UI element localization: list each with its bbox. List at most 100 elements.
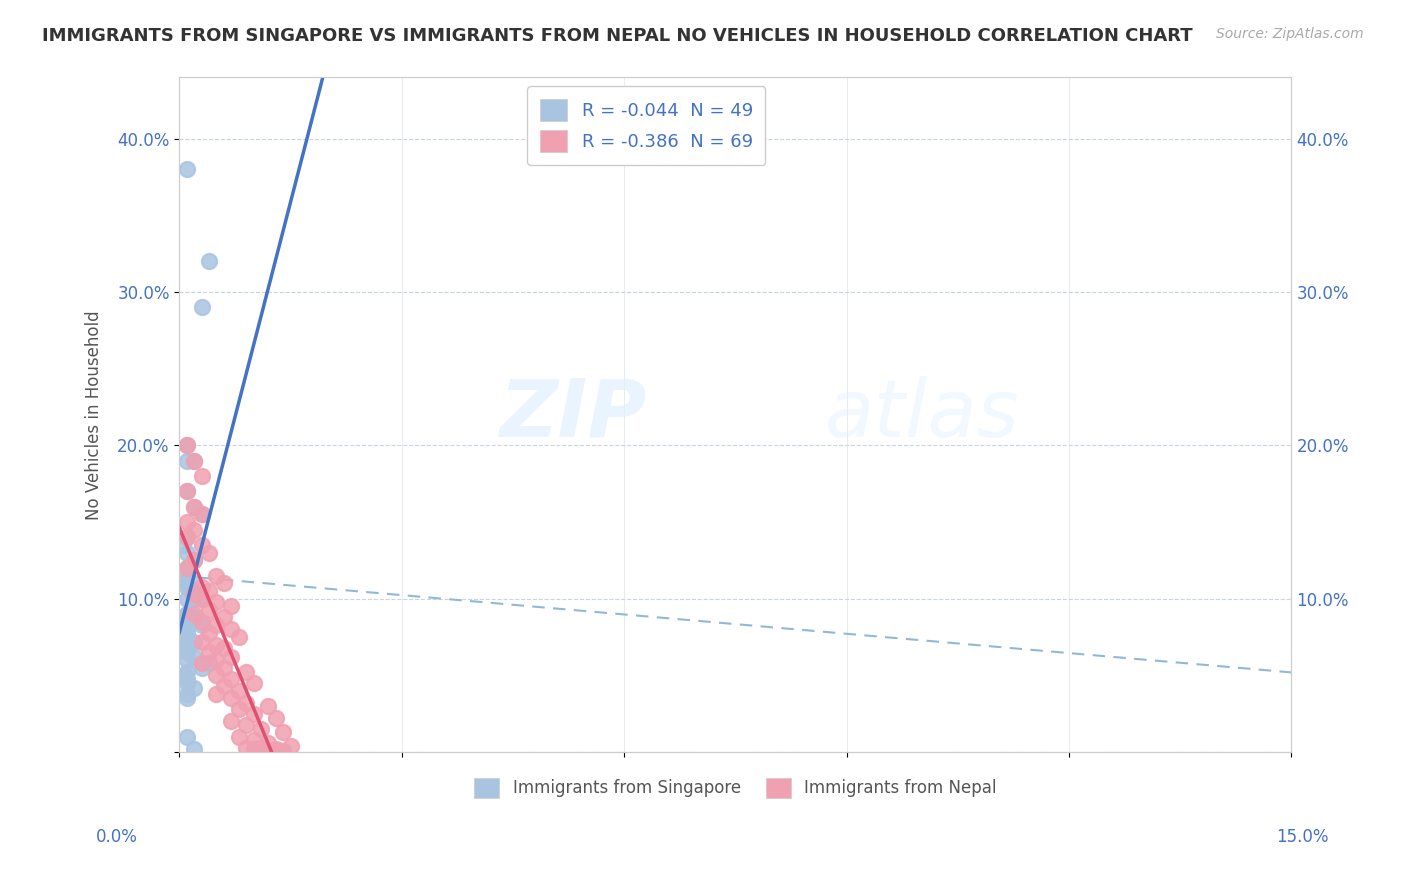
Point	[205, 618, 228, 632]
Point	[221, 714, 243, 729]
Point	[176, 531, 198, 545]
Point	[174, 569, 197, 583]
Point	[221, 691, 243, 706]
Point	[183, 500, 205, 514]
Point	[221, 623, 243, 637]
Point	[183, 454, 205, 468]
Point	[257, 744, 280, 758]
Point	[271, 725, 294, 739]
Text: IMMIGRANTS FROM SINGAPORE VS IMMIGRANTS FROM NEPAL NO VEHICLES IN HOUSEHOLD CORR: IMMIGRANTS FROM SINGAPORE VS IMMIGRANTS …	[42, 27, 1192, 45]
Point	[176, 561, 198, 575]
Point	[176, 454, 198, 468]
Point	[235, 740, 257, 755]
Point	[198, 625, 221, 640]
Point	[271, 744, 294, 758]
Point	[176, 561, 198, 575]
Point	[183, 650, 205, 665]
Point	[190, 615, 212, 629]
Point	[242, 706, 264, 721]
Point	[176, 438, 198, 452]
Point	[176, 645, 198, 659]
Point	[212, 661, 235, 675]
Point	[190, 301, 212, 315]
Point	[176, 607, 198, 622]
Point	[190, 508, 212, 522]
Point	[205, 668, 228, 682]
Point	[172, 630, 194, 644]
Point	[198, 645, 221, 659]
Point	[176, 531, 198, 545]
Point	[176, 515, 198, 529]
Point	[198, 254, 221, 268]
Y-axis label: No Vehicles in Household: No Vehicles in Household	[86, 310, 103, 520]
Point	[176, 653, 198, 667]
Point	[190, 469, 212, 483]
Point	[177, 607, 200, 622]
Point	[235, 717, 257, 731]
Point	[264, 744, 287, 758]
Point	[183, 523, 205, 537]
Point	[176, 580, 198, 594]
Point	[183, 553, 205, 567]
Point	[212, 610, 235, 624]
Point	[176, 484, 198, 499]
Point	[250, 744, 273, 758]
Text: 0.0%: 0.0%	[96, 828, 138, 846]
Point	[257, 699, 280, 714]
Point	[228, 702, 250, 716]
Point	[183, 591, 205, 606]
Point	[257, 736, 280, 750]
Point	[235, 665, 257, 680]
Point	[198, 546, 221, 560]
Text: atlas: atlas	[824, 376, 1019, 454]
Point	[176, 730, 198, 744]
Point	[176, 546, 198, 560]
Point	[242, 676, 264, 690]
Point	[264, 742, 287, 756]
Point	[190, 580, 212, 594]
Point	[205, 687, 228, 701]
Point	[176, 615, 198, 629]
Point	[221, 599, 243, 614]
Point	[176, 438, 198, 452]
Point	[176, 484, 198, 499]
Point	[183, 500, 205, 514]
Point	[183, 553, 205, 567]
Text: ZIP: ZIP	[499, 376, 647, 454]
Point	[228, 730, 250, 744]
Point	[271, 744, 294, 758]
Point	[205, 595, 228, 609]
Point	[176, 691, 198, 706]
Text: 15.0%: 15.0%	[1277, 828, 1329, 846]
Point	[190, 591, 212, 606]
Point	[190, 538, 212, 552]
Point	[221, 650, 243, 665]
Text: Source: ZipAtlas.com: Source: ZipAtlas.com	[1216, 27, 1364, 41]
Point	[176, 687, 198, 701]
Point	[183, 591, 205, 606]
Point	[250, 722, 273, 736]
Point	[176, 676, 198, 690]
Point	[176, 607, 198, 622]
Point	[264, 744, 287, 758]
Point	[172, 538, 194, 552]
Point	[174, 668, 197, 682]
Point	[221, 672, 243, 686]
Point	[257, 744, 280, 758]
Point	[176, 640, 198, 655]
Point	[183, 610, 205, 624]
Point	[205, 569, 228, 583]
Legend: Immigrants from Singapore, Immigrants from Nepal: Immigrants from Singapore, Immigrants fr…	[468, 771, 1004, 805]
Point	[183, 607, 205, 622]
Point	[180, 584, 202, 599]
Point	[228, 683, 250, 698]
Point	[176, 665, 198, 680]
Point	[242, 742, 264, 756]
Point	[183, 681, 205, 695]
Point	[176, 625, 198, 640]
Point	[176, 591, 198, 606]
Point	[176, 576, 198, 591]
Point	[250, 740, 273, 755]
Point	[183, 454, 205, 468]
Point	[228, 630, 250, 644]
